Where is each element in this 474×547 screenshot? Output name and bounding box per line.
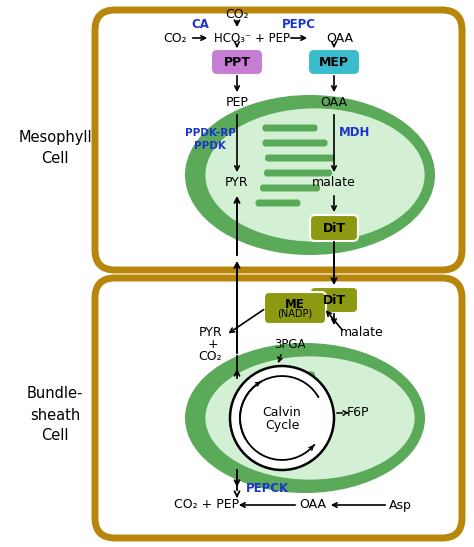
Text: DiT: DiT xyxy=(322,294,346,306)
Text: MEP: MEP xyxy=(319,55,349,68)
Text: CO₂ + PEP: CO₂ + PEP xyxy=(174,498,239,511)
FancyBboxPatch shape xyxy=(265,387,325,393)
FancyBboxPatch shape xyxy=(264,292,326,324)
FancyBboxPatch shape xyxy=(310,215,358,241)
Text: PPDK: PPDK xyxy=(194,141,226,151)
FancyBboxPatch shape xyxy=(211,49,263,75)
FancyBboxPatch shape xyxy=(259,446,297,453)
FancyBboxPatch shape xyxy=(265,401,330,409)
Text: DiT: DiT xyxy=(322,222,346,235)
Text: 3PGA: 3PGA xyxy=(274,337,306,351)
FancyBboxPatch shape xyxy=(95,10,462,270)
Text: CO₂: CO₂ xyxy=(199,350,222,363)
Text: F6P: F6P xyxy=(347,406,369,420)
Text: ME: ME xyxy=(285,298,305,311)
FancyBboxPatch shape xyxy=(264,416,326,423)
FancyBboxPatch shape xyxy=(310,287,358,313)
FancyBboxPatch shape xyxy=(265,154,335,161)
Text: (NADP): (NADP) xyxy=(277,309,313,319)
Text: OAA: OAA xyxy=(320,96,347,108)
FancyBboxPatch shape xyxy=(263,139,328,147)
Circle shape xyxy=(230,366,334,470)
Text: +: + xyxy=(207,337,218,351)
Text: PEPC: PEPC xyxy=(282,18,316,31)
Text: PYR: PYR xyxy=(225,177,249,189)
Text: Bundle-
sheath
Cell: Bundle- sheath Cell xyxy=(27,387,83,444)
Text: Calvin: Calvin xyxy=(263,406,301,420)
Text: malate: malate xyxy=(312,177,356,189)
Text: PEPCK: PEPCK xyxy=(246,482,289,495)
Ellipse shape xyxy=(204,355,416,481)
Text: HCO₃⁻ + PEP: HCO₃⁻ + PEP xyxy=(214,32,290,44)
Text: OAA: OAA xyxy=(300,498,327,511)
FancyBboxPatch shape xyxy=(308,49,360,75)
Text: Asp: Asp xyxy=(389,498,411,511)
FancyBboxPatch shape xyxy=(260,184,320,191)
Text: Mesophyll
Cell: Mesophyll Cell xyxy=(18,130,92,166)
Ellipse shape xyxy=(185,343,425,493)
FancyBboxPatch shape xyxy=(263,125,318,131)
Text: CO₂: CO₂ xyxy=(163,32,187,44)
FancyBboxPatch shape xyxy=(264,170,332,177)
Text: CA: CA xyxy=(191,18,209,31)
FancyBboxPatch shape xyxy=(255,200,301,207)
Text: PYR: PYR xyxy=(199,325,222,339)
FancyBboxPatch shape xyxy=(263,432,313,439)
Text: PPT: PPT xyxy=(224,55,250,68)
FancyBboxPatch shape xyxy=(95,278,462,538)
FancyBboxPatch shape xyxy=(265,371,315,379)
Text: PPDK-RP: PPDK-RP xyxy=(184,128,236,138)
Text: OAA: OAA xyxy=(327,32,354,44)
Text: CO₂: CO₂ xyxy=(225,8,249,21)
Ellipse shape xyxy=(185,95,435,255)
Ellipse shape xyxy=(204,107,426,243)
Text: malate: malate xyxy=(340,325,384,339)
Text: Cycle: Cycle xyxy=(265,420,299,433)
Text: PEP: PEP xyxy=(226,96,248,108)
Text: MDH: MDH xyxy=(339,126,371,139)
